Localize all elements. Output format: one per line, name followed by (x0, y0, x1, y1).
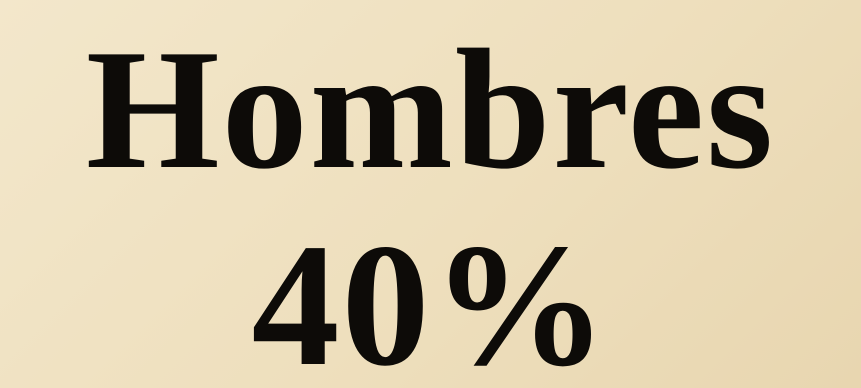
percentage-value: 40% (0, 212, 861, 388)
category-label: Hombres (0, 16, 861, 204)
